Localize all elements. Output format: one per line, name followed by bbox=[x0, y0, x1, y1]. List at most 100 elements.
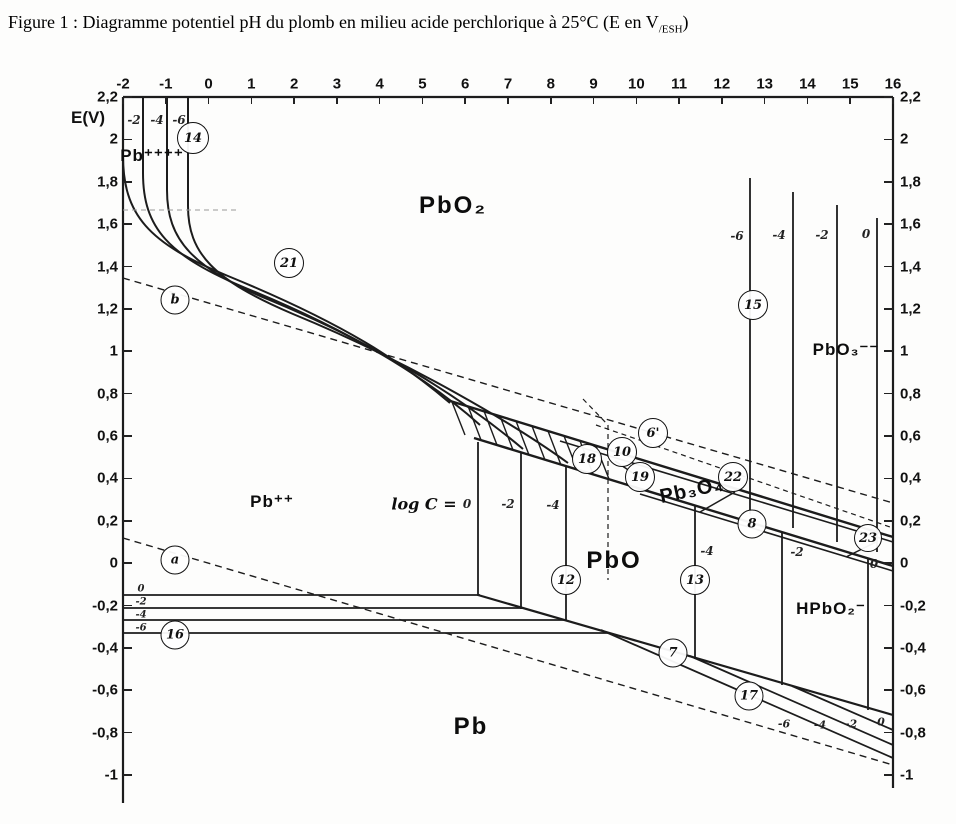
y-axis-tick-label-left: 1,6 bbox=[97, 215, 118, 233]
log-c-value-label: 0 bbox=[137, 583, 145, 595]
x-axis-tick-label: 10 bbox=[627, 75, 645, 93]
log-c-value-label: -4 bbox=[772, 228, 786, 242]
y-axis-tick-label-left: -0,2 bbox=[92, 597, 118, 614]
y-axis-tick-right bbox=[884, 138, 893, 141]
y-axis-tick-label-left: 0,2 bbox=[97, 512, 118, 530]
y-axis-tick-left bbox=[123, 138, 132, 141]
y-axis-tick-right bbox=[884, 731, 893, 734]
x-axis-tick bbox=[721, 97, 723, 104]
log-c-value-label: -2 bbox=[844, 717, 858, 731]
x-axis-tick bbox=[378, 97, 381, 104]
y-axis-tick-label-left: -1 bbox=[104, 766, 118, 784]
band-boundaries bbox=[446, 398, 894, 568]
water-line-a bbox=[122, 537, 894, 766]
log-c-value-label: -4 bbox=[135, 609, 147, 621]
y-axis-tick-right bbox=[884, 435, 893, 437]
x-axis-tick-label: 5 bbox=[418, 75, 427, 93]
y-axis-tick-label-left: -0,6 bbox=[92, 681, 118, 699]
log-c-value-label: -4 bbox=[150, 113, 164, 127]
y-axis-tick-label-right: 0 bbox=[900, 554, 909, 572]
y-axis-tick-label-left: 1 bbox=[109, 342, 118, 360]
equilibrium-marker-b: b bbox=[160, 285, 190, 315]
region-label-pb2plus: Pb⁺⁺ bbox=[250, 492, 294, 511]
log-c-value-label: 0 bbox=[462, 497, 472, 511]
y-axis-tick-label-left: 0 bbox=[109, 554, 118, 572]
y-axis-tick-left bbox=[123, 180, 132, 183]
y-axis-tick-right bbox=[884, 350, 893, 353]
log-c-value-label: -6 bbox=[730, 229, 744, 243]
equilibrium-marker-23: 23 bbox=[854, 524, 882, 552]
x-axis-tick-label: 1 bbox=[247, 75, 256, 93]
y-axis-tick-label-right: 0,6 bbox=[900, 427, 921, 445]
equilibrium-marker-17: 17 bbox=[734, 681, 764, 711]
y-axis-tick-right bbox=[884, 689, 893, 692]
x-axis-tick bbox=[592, 97, 595, 104]
log-c-value-label: 0 bbox=[869, 557, 879, 571]
y-axis-tick-right bbox=[884, 774, 893, 776]
y-axis-tick-label-right: 1,2 bbox=[900, 300, 921, 318]
y-axis-tick-label-left: 0,4 bbox=[97, 469, 118, 487]
x-axis-tick bbox=[207, 97, 210, 104]
x-axis-tick bbox=[678, 97, 680, 104]
y-axis-tick-label-right: -1 bbox=[900, 766, 914, 784]
x-axis-tick-label: 12 bbox=[713, 75, 731, 93]
x-axis-tick bbox=[293, 97, 295, 104]
axis-frame bbox=[121, 95, 895, 803]
x-axis-tick-label: 15 bbox=[841, 75, 859, 93]
equilibrium-marker-15: 15 bbox=[738, 290, 768, 320]
y-axis-tick-label-left: 0,6 bbox=[97, 427, 118, 445]
log-c-value-label: -2 bbox=[501, 497, 515, 511]
y-axis-tick-left bbox=[123, 477, 132, 480]
x-axis-tick-label: 6 bbox=[461, 75, 470, 93]
water-line-b bbox=[122, 277, 894, 504]
y-axis-label: E(V) bbox=[71, 108, 105, 127]
log-c-value-label: -6 bbox=[135, 622, 147, 634]
y-axis-tick-label-right: 0,4 bbox=[900, 469, 921, 487]
boundary-curves-pbo2-pb2 bbox=[122, 97, 569, 464]
region-label-pbo3: PbO₃⁻⁻ bbox=[812, 340, 880, 359]
equilibrium-marker-12: 12 bbox=[551, 565, 581, 595]
equilibrium-marker-7: 7 bbox=[658, 638, 688, 668]
x-axis-tick-label: 3 bbox=[332, 75, 342, 93]
x-axis-tick bbox=[122, 97, 124, 104]
log-c-value-label: -4 bbox=[546, 498, 560, 512]
x-axis-tick-label: 11 bbox=[671, 75, 688, 93]
x-axis-tick bbox=[250, 97, 253, 104]
y-axis-tick-label-left: 1,4 bbox=[97, 258, 118, 275]
y-axis-tick-left bbox=[123, 562, 132, 564]
y-axis-tick-left bbox=[123, 519, 132, 522]
y-axis-tick-label-left: 0,8 bbox=[97, 385, 118, 403]
y-axis-tick-right bbox=[884, 519, 893, 522]
equilibrium-marker-13: 13 bbox=[680, 565, 710, 595]
x-axis-tick-label: 2 bbox=[289, 75, 299, 93]
y-axis-tick-label-right: 1,4 bbox=[900, 258, 921, 275]
y-axis-tick-right bbox=[884, 96, 893, 98]
equilibrium-marker-16: 16 bbox=[160, 620, 190, 650]
log-c-value-label: -4 bbox=[813, 718, 827, 732]
y-axis-tick-label-left: -0,4 bbox=[92, 639, 118, 657]
equilibrium-marker-21: 21 bbox=[274, 248, 304, 278]
y-axis-tick-label-left: 2 bbox=[109, 130, 118, 148]
y-axis-tick-right bbox=[884, 308, 893, 310]
x-axis-tick bbox=[164, 97, 167, 104]
equilibrium-marker-10: 10 bbox=[607, 437, 637, 467]
x-axis-tick bbox=[464, 97, 467, 104]
y-axis-tick-right bbox=[884, 265, 893, 268]
y-axis-tick-label-left: -0,8 bbox=[92, 724, 118, 742]
y-axis-tick-label-right: 1 bbox=[900, 342, 909, 360]
region-label-pbo2: PbO₂ bbox=[419, 192, 487, 219]
region-label-pbo: PbO bbox=[586, 547, 642, 574]
log-c-value-label: -6 bbox=[172, 113, 186, 127]
log-c-value-label: -6 bbox=[777, 717, 791, 731]
x-axis-tick-label: 16 bbox=[884, 75, 902, 93]
y-axis-tick-label-right: 1,8 bbox=[900, 173, 921, 191]
y-axis-tick-left bbox=[123, 647, 132, 649]
figure-title-text: Figure 1 : Diagramme potentiel pH du plo… bbox=[8, 12, 659, 32]
x-axis-tick bbox=[635, 97, 638, 104]
x-axis-tick-label: 8 bbox=[546, 75, 555, 93]
x-axis-tick bbox=[421, 97, 424, 104]
x-axis-tick-label: 13 bbox=[756, 75, 773, 93]
log-c-value-label: -2 bbox=[135, 596, 147, 608]
y-axis-tick-label-right: 2 bbox=[900, 130, 909, 148]
y-axis-tick-left bbox=[123, 731, 132, 734]
